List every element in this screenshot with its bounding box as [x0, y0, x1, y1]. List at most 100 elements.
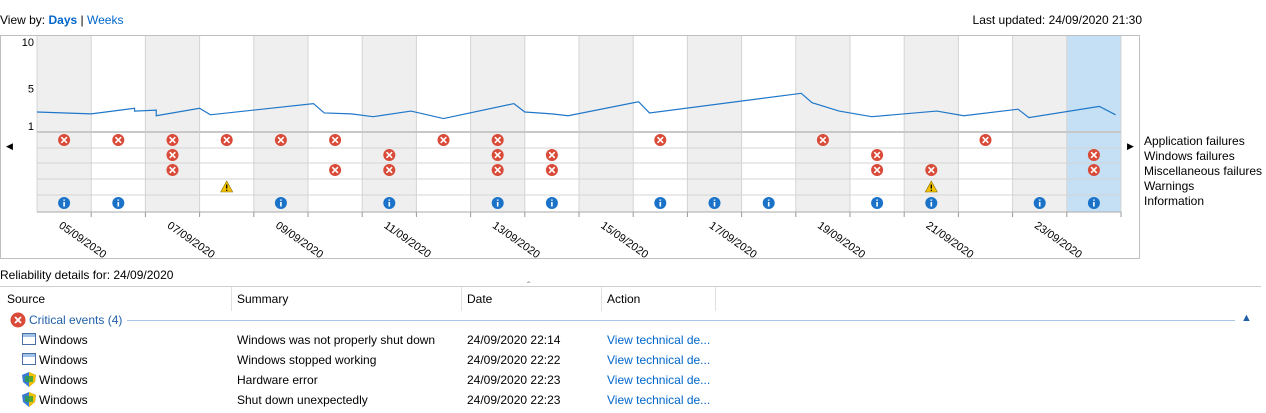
- warning-icon[interactable]: [924, 180, 938, 193]
- windows-shield-icon: [22, 372, 36, 387]
- view-days-link[interactable]: Days: [48, 13, 78, 27]
- view-technical-details-link[interactable]: View technical de...: [607, 393, 711, 407]
- category-information: Information: [1144, 194, 1205, 208]
- failure-icon[interactable]: [329, 134, 342, 146]
- table-row[interactable]: Windows Hardware error 24/09/2020 22:23 …: [0, 370, 1261, 390]
- sort-caret-icon[interactable]: ˆ: [527, 281, 531, 292]
- category-application-failures: Application failures: [1144, 134, 1245, 148]
- information-icon[interactable]: [925, 197, 938, 209]
- category-miscellaneous-failures: Miscellaneous failures: [1144, 164, 1263, 178]
- x-tick-label: 17/09/2020: [707, 220, 759, 258]
- failure-icon[interactable]: [545, 149, 558, 161]
- failure-icon[interactable]: [437, 134, 450, 146]
- table-row[interactable]: Windows Shut down unexpectedly 24/09/202…: [0, 390, 1261, 410]
- information-icon[interactable]: [708, 197, 721, 209]
- failure-icon[interactable]: [166, 134, 179, 146]
- day-column: [850, 36, 905, 212]
- column-action[interactable]: Action: [607, 292, 641, 306]
- column-source[interactable]: Source: [7, 292, 46, 306]
- failure-icon[interactable]: [220, 134, 233, 146]
- information-icon[interactable]: [58, 197, 71, 209]
- day-column: [37, 36, 92, 212]
- view-technical-details-link[interactable]: View technical de...: [607, 353, 711, 367]
- day-column: [795, 36, 850, 212]
- column-date[interactable]: Date: [467, 292, 493, 306]
- critical-events-group[interactable]: Critical events (4) ▲: [0, 311, 1261, 330]
- x-tick-label: 21/09/2020: [924, 220, 976, 258]
- day-column: [1012, 36, 1067, 212]
- warning-icon[interactable]: [220, 180, 234, 193]
- details-column-header: ˆ Source Summary Date Action: [0, 281, 1261, 311]
- failure-icon[interactable]: [545, 164, 558, 176]
- x-tick-label: 19/09/2020: [815, 220, 867, 258]
- category-warnings: Warnings: [1144, 179, 1195, 193]
- windows-shield-icon: [22, 392, 36, 407]
- day-column: [579, 36, 634, 212]
- day-column: [145, 36, 200, 212]
- x-tick-label: 05/09/2020: [56, 220, 108, 258]
- day-column: [470, 36, 525, 212]
- x-tick-label: 13/09/2020: [490, 220, 542, 258]
- failure-icon[interactable]: [654, 134, 667, 146]
- failure-icon[interactable]: [491, 164, 504, 176]
- x-tick-label: 23/09/2020: [1032, 220, 1084, 258]
- day-column: [958, 36, 1013, 212]
- information-icon[interactable]: [491, 197, 504, 209]
- failure-icon[interactable]: [1087, 149, 1100, 161]
- table-row[interactable]: Windows Windows was not properly shut do…: [0, 330, 1261, 350]
- column-summary[interactable]: Summary: [237, 292, 289, 306]
- failure-icon[interactable]: [329, 164, 342, 176]
- view-technical-details-link[interactable]: View technical de...: [607, 333, 711, 347]
- critical-events-label: Critical events (4): [29, 313, 123, 327]
- failure-icon[interactable]: [383, 164, 396, 176]
- failure-icon[interactable]: [925, 164, 938, 176]
- failure-icon[interactable]: [1087, 164, 1100, 176]
- failure-icon[interactable]: [491, 149, 504, 161]
- information-icon[interactable]: [1087, 197, 1100, 209]
- information-icon[interactable]: [112, 197, 125, 209]
- view-weeks-link[interactable]: Weeks: [86, 13, 124, 27]
- stability-index-line: [36, 92, 1116, 120]
- information-icon[interactable]: [1033, 197, 1046, 209]
- failure-icon[interactable]: [491, 134, 504, 146]
- table-row[interactable]: Windows Windows stopped working 24/09/20…: [0, 350, 1261, 370]
- failure-icon[interactable]: [274, 134, 287, 146]
- reliability-chart[interactable]: 10 5 1 05/09/2020 07/09/2020 09/09/2020 11/09/…: [0, 35, 1140, 259]
- scroll-right-icon[interactable]: ▶: [1127, 141, 1134, 151]
- x-tick-label: 09/09/2020: [273, 220, 325, 258]
- y-tick-label: 1: [28, 121, 34, 133]
- failure-icon[interactable]: [979, 134, 992, 146]
- day-column: [633, 36, 688, 212]
- day-column: [687, 36, 742, 212]
- failure-icon[interactable]: [58, 134, 71, 146]
- collapse-chevron-icon[interactable]: ▲: [1241, 312, 1252, 324]
- view-separator: |: [80, 13, 84, 27]
- scroll-left-icon[interactable]: ◀: [6, 141, 13, 151]
- view-by-bar: View by: Days | Weeks: [0, 13, 123, 27]
- x-tick-label: 07/09/2020: [165, 220, 217, 258]
- failure-icon[interactable]: [871, 149, 884, 161]
- information-icon[interactable]: [274, 197, 287, 209]
- information-icon[interactable]: [762, 197, 775, 209]
- information-icon[interactable]: [654, 197, 667, 209]
- failure-icon[interactable]: [112, 134, 125, 146]
- information-icon[interactable]: [545, 197, 558, 209]
- information-icon[interactable]: [383, 197, 396, 209]
- day-column: [416, 36, 471, 212]
- x-tick-label: 11/09/2020: [382, 220, 433, 258]
- day-column: [308, 36, 363, 212]
- last-updated: Last updated: 24/09/2020 21:30: [972, 13, 1142, 27]
- failure-icon[interactable]: [383, 149, 396, 161]
- view-technical-details-link[interactable]: View technical de...: [607, 373, 711, 387]
- day-column: [1066, 36, 1121, 212]
- details-title: Reliability details for: 24/09/2020: [0, 268, 174, 282]
- failure-icon[interactable]: [816, 134, 829, 146]
- failure-icon[interactable]: [166, 164, 179, 176]
- critical-error-icon: [10, 312, 26, 328]
- y-tick-label: 10: [22, 37, 34, 49]
- failure-icon[interactable]: [166, 149, 179, 161]
- day-column: [524, 36, 579, 212]
- information-icon[interactable]: [871, 197, 884, 209]
- failure-icon[interactable]: [871, 164, 884, 176]
- day-column: [741, 36, 796, 212]
